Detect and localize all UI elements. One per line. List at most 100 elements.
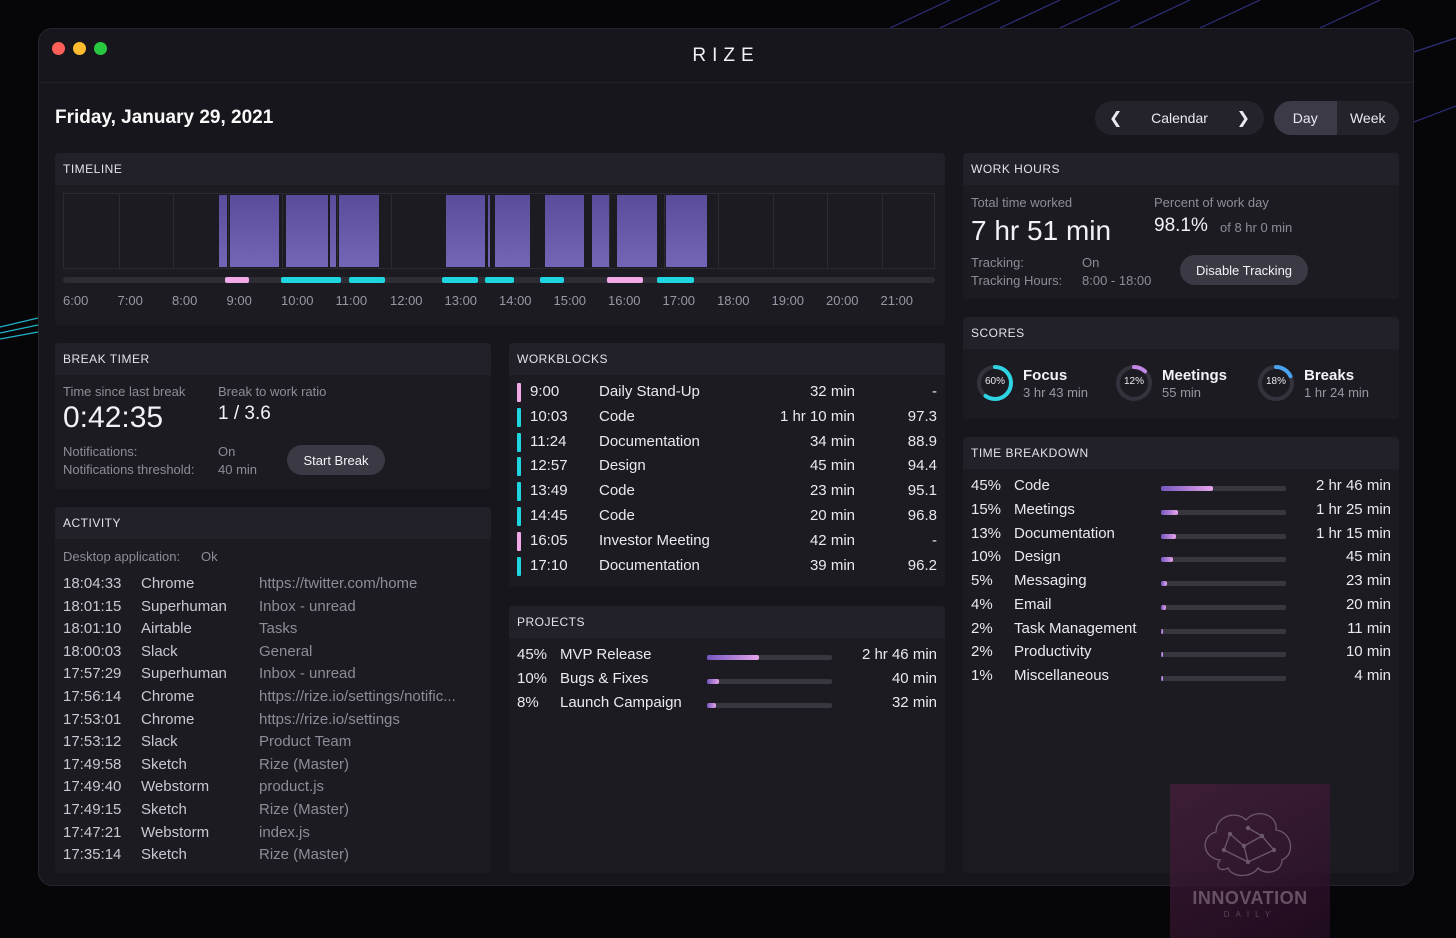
timeline-workblock-marker[interactable] (485, 277, 514, 283)
timeline-workblock-marker[interactable] (657, 277, 695, 283)
activity-row[interactable]: 18:04:33 Chrome https://twitter.com/home (55, 575, 491, 597)
activity-row[interactable]: 18:00:03 Slack General (55, 643, 491, 665)
project-row[interactable]: 8% Launch Campaign 32 min (509, 694, 945, 716)
breakdown-row[interactable]: 2% Task Management 11 min (963, 620, 1399, 642)
page-title: Friday, January 29, 2021 (55, 107, 274, 128)
timeline-workblock-marker[interactable] (281, 277, 341, 283)
breakdown-percent: 5% (971, 572, 993, 589)
workblock-row[interactable]: 16:05 Investor Meeting 42 min - (509, 531, 945, 554)
timeline-activity-block[interactable] (219, 195, 228, 267)
timeline-activity-block[interactable] (230, 195, 280, 267)
workblock-row[interactable]: 14:45 Code 20 min 96.8 (509, 507, 945, 529)
breakdown-time: 11 min (1347, 619, 1391, 637)
breakdown-percent: 2% (971, 643, 993, 661)
workblock-duration: 20 min (809, 507, 855, 524)
timeline-gridline (881, 194, 883, 268)
timeline-chart[interactable] (63, 193, 935, 269)
workblock-score: 96.2 (907, 556, 937, 574)
activity-row[interactable]: 17:57:29 Superhuman Inbox - unread (55, 665, 491, 687)
activity-time: 17:57:29 (63, 665, 122, 683)
breakdown-row[interactable]: 4% Email 20 min (963, 596, 1399, 618)
timeline-activity-block[interactable] (494, 195, 530, 267)
timeline-gridline (336, 194, 338, 268)
chevron-left-icon[interactable]: ❮ (1109, 110, 1123, 127)
timeline-activity-block[interactable] (617, 195, 657, 267)
activity-app: Webstorm (141, 823, 210, 841)
breakdown-bar (1161, 652, 1286, 658)
timeline-activity-block[interactable] (286, 195, 329, 267)
activity-row[interactable]: 17:49:40 Webstorm product.js (55, 778, 491, 800)
activity-row[interactable]: 18:01:15 Superhuman Inbox - unread (55, 598, 491, 620)
notifications-threshold-value: 40 min (218, 462, 258, 477)
view-day-button[interactable]: Day (1274, 101, 1337, 135)
timeline-activity-block[interactable] (339, 195, 379, 267)
activity-list: 18:04:33 Chrome https://twitter.com/home 18… (55, 575, 491, 871)
breakdown-row[interactable]: 2% Productivity 10 min (963, 643, 1399, 665)
project-row[interactable]: 45% MVP Release 2 hr 46 min (509, 646, 945, 668)
timeline-activity-block[interactable] (591, 195, 609, 267)
tracking-label: Tracking: (971, 255, 1024, 270)
breakdown-bar (1161, 533, 1286, 539)
breakdown-row[interactable]: 1% Miscellaneous 4 min (963, 667, 1399, 689)
project-bar-fill (707, 679, 719, 684)
project-row[interactable]: 10% Bugs & Fixes 40 min (509, 670, 945, 692)
workblock-row[interactable]: 10:03 Code 1 hr 10 min 97.3 (509, 407, 945, 430)
activity-time: 18:00:03 (63, 642, 122, 660)
app-window: RIZE Friday, January 29, 2021 ❮ Calendar… (38, 28, 1414, 886)
timeline-workblock-marker[interactable] (225, 277, 250, 283)
workblock-color-marker (517, 531, 521, 551)
workblock-time: 10:03 (530, 407, 568, 425)
timeline-activity-block[interactable] (329, 195, 337, 267)
workblock-row[interactable]: 9:00 Daily Stand-Up 32 min - (509, 383, 945, 405)
disable-tracking-button[interactable]: Disable Tracking (1180, 255, 1308, 285)
breakdown-row[interactable]: 10% Design 45 min (963, 548, 1399, 570)
activity-detail: https://rize.io/settings/notific... (259, 688, 456, 705)
timeline-gridline (118, 194, 120, 268)
activity-row[interactable]: 17:47:21 Webstorm index.js (55, 824, 491, 846)
chevron-right-icon[interactable]: ❯ (1236, 110, 1250, 127)
workblock-score: 97.3 (907, 407, 937, 425)
breakdown-bar-fill (1161, 486, 1213, 491)
time-breakdown-header: TIME BREAKDOWN (963, 437, 1399, 469)
minimize-window-button[interactable] (73, 42, 86, 55)
workblock-name: Code (599, 507, 635, 524)
activity-row[interactable]: 17:49:15 Sketch Rize (Master) (55, 801, 491, 823)
view-week-button[interactable]: Week (1349, 110, 1386, 126)
activity-row[interactable]: 17:53:01 Chrome https://rize.io/settings (55, 711, 491, 733)
timeline-workblock-marker[interactable] (539, 277, 565, 283)
activity-row[interactable]: 17:53:12 Slack Product Team (55, 733, 491, 755)
activity-row[interactable]: 17:56:14 Chrome https://rize.io/settings/n… (55, 688, 491, 710)
timeline-activity-block[interactable] (544, 195, 585, 267)
workblock-color-marker (517, 556, 521, 576)
timeline-workblock-marker[interactable] (348, 277, 385, 283)
workblock-row[interactable]: 12:57 Design 45 min 94.4 (509, 457, 945, 479)
workblock-score: 95.1 (907, 482, 937, 500)
activity-detail: Rize (Master) (259, 755, 350, 773)
breakdown-row[interactable]: 5% Messaging 23 min (963, 572, 1399, 594)
timeline-activity-block[interactable] (666, 195, 708, 267)
scores-panel: SCORES 60% Focus 3 hr 43 min 12% Meetings 55 … (963, 317, 1399, 419)
workblock-row[interactable]: 11:24 Documentation 34 min 88.9 (509, 432, 945, 455)
timeline-activity-block[interactable] (445, 195, 485, 267)
activity-row[interactable]: 17:49:58 Sketch Rize (Master) (55, 756, 491, 778)
workblock-row[interactable]: 13:49 Code 23 min 95.1 (509, 482, 945, 504)
time-since-break-label: Time since last break (63, 384, 186, 399)
breakdown-name: Documentation (1014, 524, 1115, 542)
timeline-workblock-marker[interactable] (441, 277, 479, 283)
start-break-button[interactable]: Start Break (287, 445, 385, 475)
activity-app: Chrome (141, 710, 195, 728)
calendar-button[interactable]: Calendar (1151, 110, 1208, 126)
timeline-activity-block[interactable] (488, 195, 491, 267)
timeline-workblock-marker[interactable] (606, 277, 644, 283)
close-window-button[interactable] (52, 42, 65, 55)
maximize-window-button[interactable] (94, 42, 107, 55)
breakdown-row[interactable]: 13% Documentation 1 hr 15 min (963, 525, 1399, 547)
breakdown-row[interactable]: 15% Meetings 1 hr 25 min (963, 501, 1399, 523)
workblock-time: 14:45 (530, 507, 568, 524)
timeline-gridline (391, 194, 392, 268)
breakdown-bar (1161, 628, 1286, 634)
breakdown-row[interactable]: 45% Code 2 hr 46 min (963, 477, 1399, 499)
workblock-row[interactable]: 17:10 Documentation 39 min 96.2 (509, 556, 945, 579)
activity-row[interactable]: 18:01:10 Airtable Tasks (55, 620, 491, 642)
activity-row[interactable]: 17:35:14 Sketch Rize (Master) (55, 846, 491, 868)
